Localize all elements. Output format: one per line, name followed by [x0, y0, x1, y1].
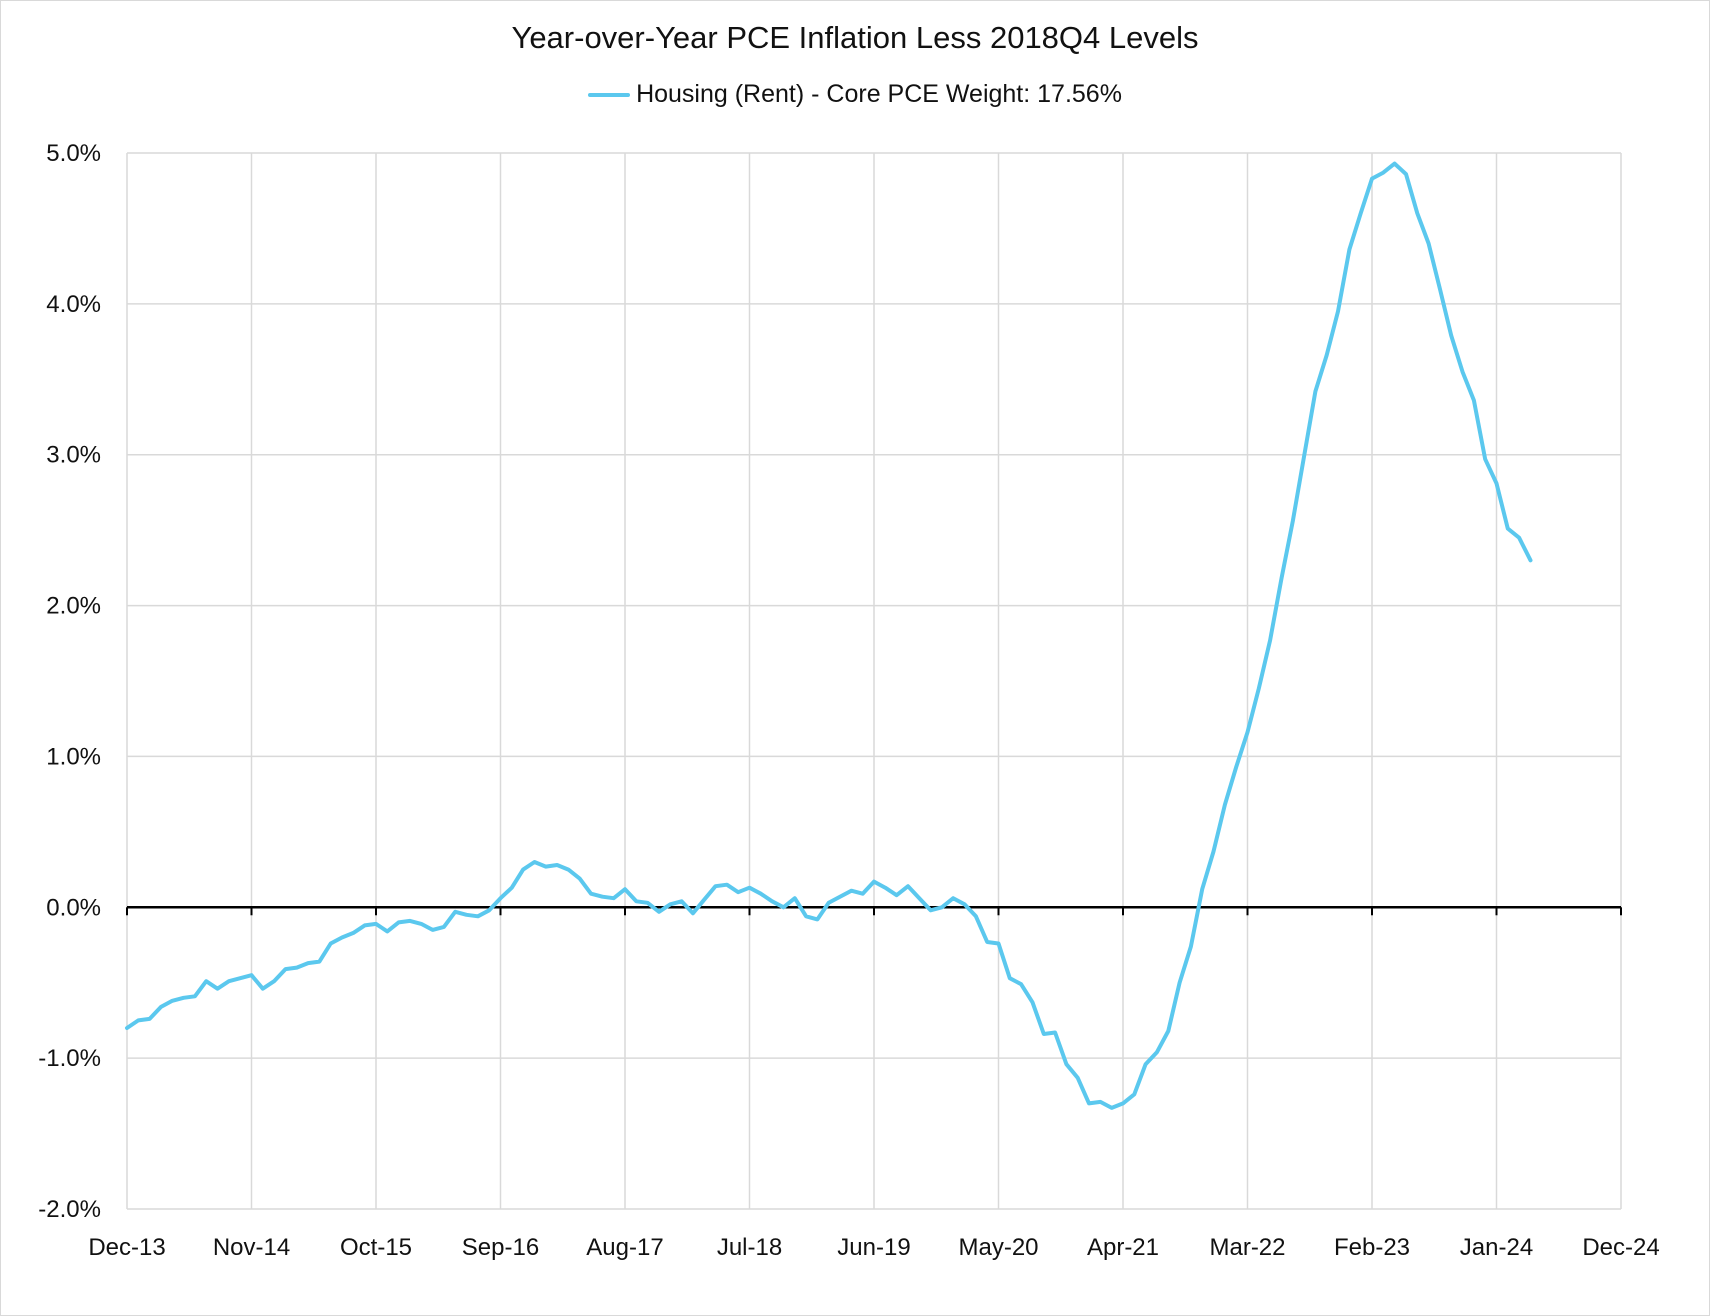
chart-legend: Housing (Rent) - Core PCE Weight: 17.56%: [0, 80, 1710, 109]
x-tick-label-0: Dec-13: [88, 1234, 165, 1261]
legend-swatch-housing-rent: [588, 92, 631, 97]
y-tick-label-4: 1.0%: [46, 743, 101, 770]
x-tick-label-7: May-20: [958, 1234, 1038, 1261]
chart-title: Year-over-Year PCE Inflation Less 2018Q4…: [511, 20, 1199, 55]
series-line-housing-rent: [125, 161, 1533, 1110]
y-axis-labels: 5.0% 4.0% 3.0% 2.0% 1.0% 0.0% -1.0% -2.0%: [38, 140, 101, 1223]
y-tick-label-7: -2.0%: [38, 1196, 101, 1223]
x-tick-label-11: Jan-24: [1460, 1234, 1533, 1261]
y-tick-label-3: 2.0%: [46, 593, 101, 620]
y-tick-label-0: 5.0%: [46, 140, 101, 167]
x-axis-labels: Dec-13 Nov-14 Oct-15 Sep-16 Aug-17 Jul-18 Jun-…: [88, 1234, 1659, 1261]
x-tick-label-3: Sep-16: [462, 1234, 539, 1261]
y-tick-label-2: 3.0%: [46, 442, 101, 469]
x-tick-label-1: Nov-14: [213, 1234, 290, 1261]
x-tick-label-5: Jul-18: [717, 1234, 782, 1261]
x-axis-ticks: [126, 907, 1622, 916]
x-tick-label-6: Jun-19: [837, 1234, 910, 1261]
x-tick-label-9: Mar-22: [1209, 1234, 1285, 1261]
x-tick-label-10: Feb-23: [1334, 1234, 1410, 1261]
x-tick-label-4: Aug-17: [586, 1234, 663, 1261]
x-tick-label-12: Dec-24: [1582, 1234, 1659, 1261]
x-tick-label-8: Apr-21: [1087, 1234, 1159, 1261]
y-tick-label-6: -1.0%: [38, 1045, 101, 1072]
y-tick-label-1: 4.0%: [46, 291, 101, 318]
legend-label-housing-rent: Housing (Rent) - Core PCE Weight: 17.56%: [636, 80, 1122, 108]
y-tick-label-5: 0.0%: [46, 894, 101, 921]
x-gridlines: [126, 153, 1622, 1209]
x-tick-label-2: Oct-15: [340, 1234, 412, 1261]
